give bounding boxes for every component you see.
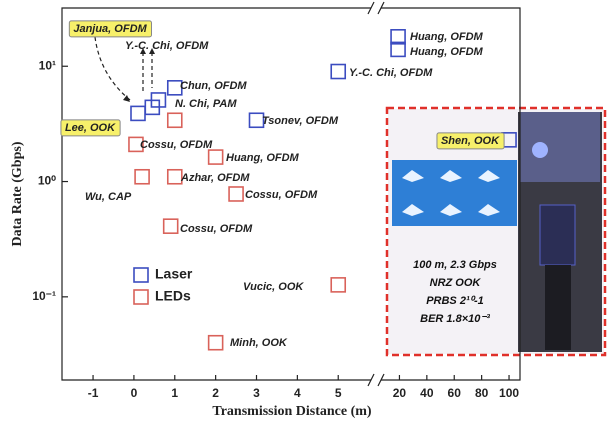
inset-photo	[388, 109, 604, 354]
data-point	[248, 112, 265, 129]
x-tick-label: 3	[253, 386, 260, 400]
axes-frame	[61, 7, 521, 381]
inset-text: 100 m, 2.3 Gbps	[413, 259, 497, 271]
x-tick-label: 4	[294, 386, 301, 400]
point-label: Y.-C. Chi, OFDM	[349, 67, 433, 79]
data-point	[390, 41, 406, 58]
x-tick-label: 20	[393, 386, 407, 400]
x-tick-label: 80	[475, 386, 489, 400]
legend-swatch	[133, 289, 149, 305]
point-label: Y.-C. Chi, OFDM	[125, 40, 209, 52]
label-highlight	[436, 132, 505, 150]
inset-text: BER 1.8×10⁻³	[420, 313, 490, 325]
point-label: Shen, OOK	[441, 135, 500, 147]
point-label: Wu, CAP	[85, 191, 132, 203]
label-highlight	[60, 119, 121, 137]
point-label: Chun, OFDM	[180, 80, 247, 92]
data-point	[207, 149, 224, 165]
data-point	[207, 334, 224, 351]
y-tick-label: 10⁻¹	[32, 289, 56, 303]
point-label: Huang, OFDM	[226, 152, 300, 164]
point-label: Cossu, OFDM	[180, 223, 253, 235]
x-tick-label: 0	[131, 386, 138, 400]
legend-label: Laser	[155, 266, 193, 282]
point-label: Minh, OOK	[230, 337, 288, 349]
point-label: Cossu, OFDM	[245, 189, 318, 201]
data-point	[134, 168, 150, 185]
x-tick-label: 100	[499, 386, 519, 400]
data-point	[130, 105, 146, 122]
y-tick-label: 10¹	[39, 58, 56, 72]
data-point	[330, 277, 347, 293]
data-point	[162, 218, 179, 234]
data-point	[166, 80, 183, 96]
data-point	[128, 136, 144, 153]
x-tick-label: 2	[212, 386, 219, 400]
data-point	[150, 92, 167, 108]
x-tick-label: 60	[448, 386, 462, 400]
point-label: Azhar, OFDM	[180, 172, 250, 184]
y-axis-title: Data Rate (Gbps)	[10, 141, 25, 246]
legend-label: LEDs	[155, 288, 191, 304]
x-tick-label: 1	[171, 386, 178, 400]
point-label: N. Chi, PAM	[175, 98, 237, 110]
data-point	[166, 112, 183, 129]
point-label: Huang, OFDM	[410, 46, 484, 58]
arrow-heads	[123, 48, 155, 102]
data-point	[330, 63, 347, 80]
x-tick-label: 5	[335, 386, 342, 400]
inset-text: NRZ OOK	[430, 277, 482, 289]
data-point	[390, 29, 406, 45]
data-point	[166, 168, 183, 185]
point-label: Huang, OFDM	[410, 31, 484, 43]
x-tick-label: 40	[420, 386, 434, 400]
point-label: Tsonev, OFDM	[262, 115, 339, 127]
legend-swatch	[133, 267, 149, 283]
point-label: Janjua, OFDM	[73, 23, 147, 35]
annotation-arrows	[94, 36, 153, 101]
x-tick-label: -1	[88, 386, 99, 400]
point-label: Vucic, OOK	[243, 281, 304, 293]
y-tick-label: 10⁰	[38, 174, 56, 188]
x-axis-title: Transmission Distance (m)	[212, 404, 372, 419]
label-highlight	[68, 20, 153, 38]
data-point	[228, 186, 244, 202]
inset-text: PRBS 2¹⁰-1	[426, 295, 484, 307]
point-label: Cossu, OFDM	[140, 139, 213, 151]
point-label: Lee, OOK	[65, 122, 116, 134]
inset-frame	[385, 106, 607, 357]
axis-break	[367, 1, 385, 387]
